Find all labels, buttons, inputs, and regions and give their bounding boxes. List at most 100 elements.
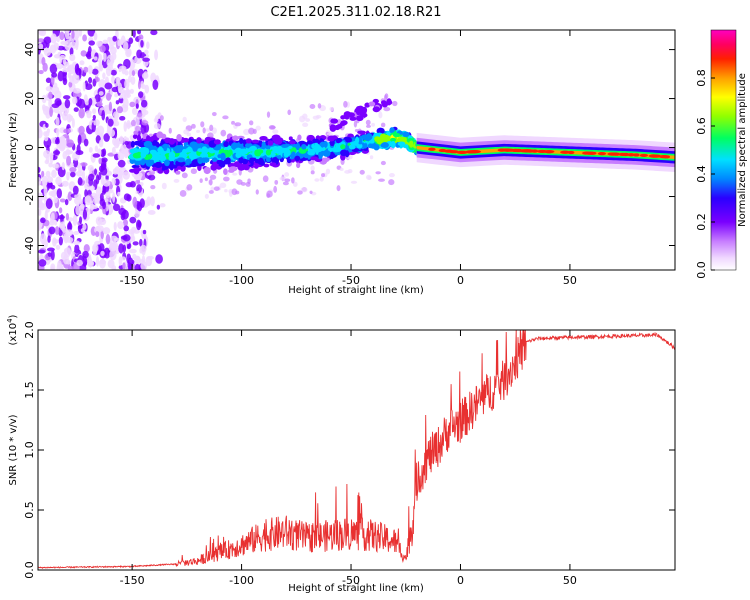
- spectrogram-noise-dot: [69, 53, 76, 62]
- spectrogram-noise-dot: [55, 116, 60, 126]
- spectrogram-noise-dot: [71, 117, 75, 128]
- spectrogram-noise-dot: [46, 181, 53, 188]
- spectrogram-faint-dot: [273, 185, 278, 193]
- spectrogram-peak-dot: [511, 148, 519, 153]
- spectrogram-y-ticks: -40 -20 0 20 40: [23, 43, 675, 254]
- spectrogram-noise-dot: [117, 39, 122, 47]
- spectrogram-peak-dot: [526, 149, 535, 153]
- spectrogram-faint-dot: [255, 125, 261, 131]
- spectrogram-noise-dot: [43, 185, 48, 197]
- spectrogram-band-dot: [336, 147, 342, 152]
- spectrogram-band-dot: [164, 137, 170, 144]
- spectrogram-noise-dot: [92, 108, 97, 115]
- spectrogram-noise-dot: [102, 52, 107, 62]
- spectrogram-noise-dot: [123, 193, 131, 201]
- spectrogram-noise-dot: [43, 36, 52, 45]
- spectrogram-band-dot: [361, 134, 370, 140]
- spectrogram-noise-dot: [119, 135, 124, 145]
- spectrogram-noise-dot: [132, 30, 136, 38]
- spectrogram-band-dot: [289, 140, 296, 145]
- spectrogram-noise-dot: [100, 163, 107, 171]
- spectrogram-band-dot: [149, 149, 157, 154]
- spectrogram-faint-dot: [159, 115, 164, 121]
- x-tick-label: -150: [120, 574, 145, 587]
- y-tick-label: 0.0: [23, 561, 36, 579]
- spectrogram-noise-dot: [56, 188, 62, 199]
- spectrogram-noise-dot: [129, 181, 136, 188]
- spectrogram-noise-dot: [43, 150, 51, 159]
- spectrogram-noise-dot: [113, 139, 120, 149]
- spectrogram-band-dot: [146, 135, 151, 141]
- spectrogram-faint-dot: [224, 189, 228, 193]
- spectrogram-noise-dot: [48, 190, 57, 197]
- spectrogram-noise-dot: [38, 208, 42, 216]
- spectrogram-band-dot: [188, 153, 194, 159]
- spectrogram-faint-dot: [219, 182, 227, 189]
- spectrogram-noise-dot: [146, 41, 150, 50]
- spectrogram-band-dot: [176, 161, 186, 166]
- spectrogram-band-dot: [223, 168, 228, 176]
- spectrogram-branch-dot: [358, 109, 364, 116]
- spectrogram-noise-dot: [49, 220, 55, 226]
- spectrogram-band-dot: [301, 143, 307, 150]
- spectrogram-band-dot: [294, 155, 301, 162]
- spectrogram-faint-dot: [367, 175, 372, 180]
- spectrogram-band-dot: [274, 147, 283, 154]
- spectrogram-noise-dot: [105, 66, 112, 77]
- colorbar-tick-label: 0.4: [695, 165, 708, 183]
- spectrogram-faint-dot: [220, 129, 227, 137]
- spectrogram-band-dot: [176, 133, 182, 142]
- spectrogram-band-dot: [211, 157, 218, 162]
- spectrogram-noise-dot: [88, 173, 95, 181]
- spectrogram-noise-dot: [50, 249, 55, 261]
- spectrogram-noise-dot: [43, 131, 48, 137]
- colorbar-tick-label: 0.0: [695, 261, 708, 279]
- spectrogram-noise-dot: [49, 152, 54, 160]
- spectrogram-noise-dot: [59, 56, 63, 64]
- spectrogram-noise-dot: [85, 175, 89, 186]
- spectrogram-noise-dot: [111, 241, 119, 252]
- spectrogram-noise-dot: [43, 135, 49, 142]
- spectrogram-branch-dot: [343, 112, 351, 120]
- spectrogram-noise-dot: [128, 75, 132, 83]
- spectrogram-faint-dot: [365, 119, 371, 126]
- spectrogram-noise-dot: [118, 243, 124, 254]
- spectrogram-noise-dot: [78, 30, 83, 37]
- spectrogram-branch-dot: [349, 116, 357, 121]
- spectrogram-noise-dot: [83, 138, 89, 147]
- spectrogram-noise-dot: [112, 111, 120, 119]
- spectrogram-noise-dot: [81, 170, 86, 181]
- spectrogram-noise-dot: [66, 155, 72, 166]
- spectrogram-noise-dot: [45, 86, 53, 92]
- spectrogram-noise-dot: [78, 216, 83, 225]
- spectrogram-noise-dot: [136, 205, 140, 210]
- spectrogram-faint-dot: [319, 176, 324, 182]
- spectrogram-noise-dot: [122, 97, 129, 109]
- spectrogram-noise-dot: [61, 112, 69, 121]
- spectrogram-noise-dot: [95, 174, 100, 185]
- spectrogram-noise-dot: [85, 53, 92, 58]
- spectrogram-band-dot: [136, 134, 142, 142]
- spectrogram-noise-dot: [84, 188, 88, 198]
- spectrogram-noise-dot: [84, 98, 90, 106]
- spectrogram-noise-dot: [126, 119, 131, 130]
- spectrogram-noise-dot: [134, 211, 141, 218]
- colorbar-tick-label: 0.6: [695, 117, 708, 135]
- spectrogram-band-dot: [160, 133, 167, 140]
- spectrogram-noise-dot: [110, 69, 117, 76]
- spectrogram-noise-dot: [109, 249, 117, 261]
- spectrogram-noise-dot: [142, 229, 147, 235]
- spectrogram-noise-dot: [111, 75, 116, 84]
- spectrogram-band-dot: [164, 159, 170, 167]
- svg-text:(x104): (x104): [6, 314, 19, 345]
- spectrogram-noise-dot: [132, 229, 140, 234]
- spectrogram-noise-dot: [66, 171, 70, 181]
- spectrogram-noise-dot: [107, 118, 114, 127]
- spectrogram-noise-dot: [132, 241, 139, 246]
- spectrogram-band-dot: [383, 136, 390, 141]
- spectrogram-noise-dot: [53, 53, 61, 59]
- spectrogram-faint-dot: [380, 160, 386, 166]
- spectrogram-noise-dot: [45, 77, 52, 84]
- spectrogram-noise-dot: [116, 77, 121, 85]
